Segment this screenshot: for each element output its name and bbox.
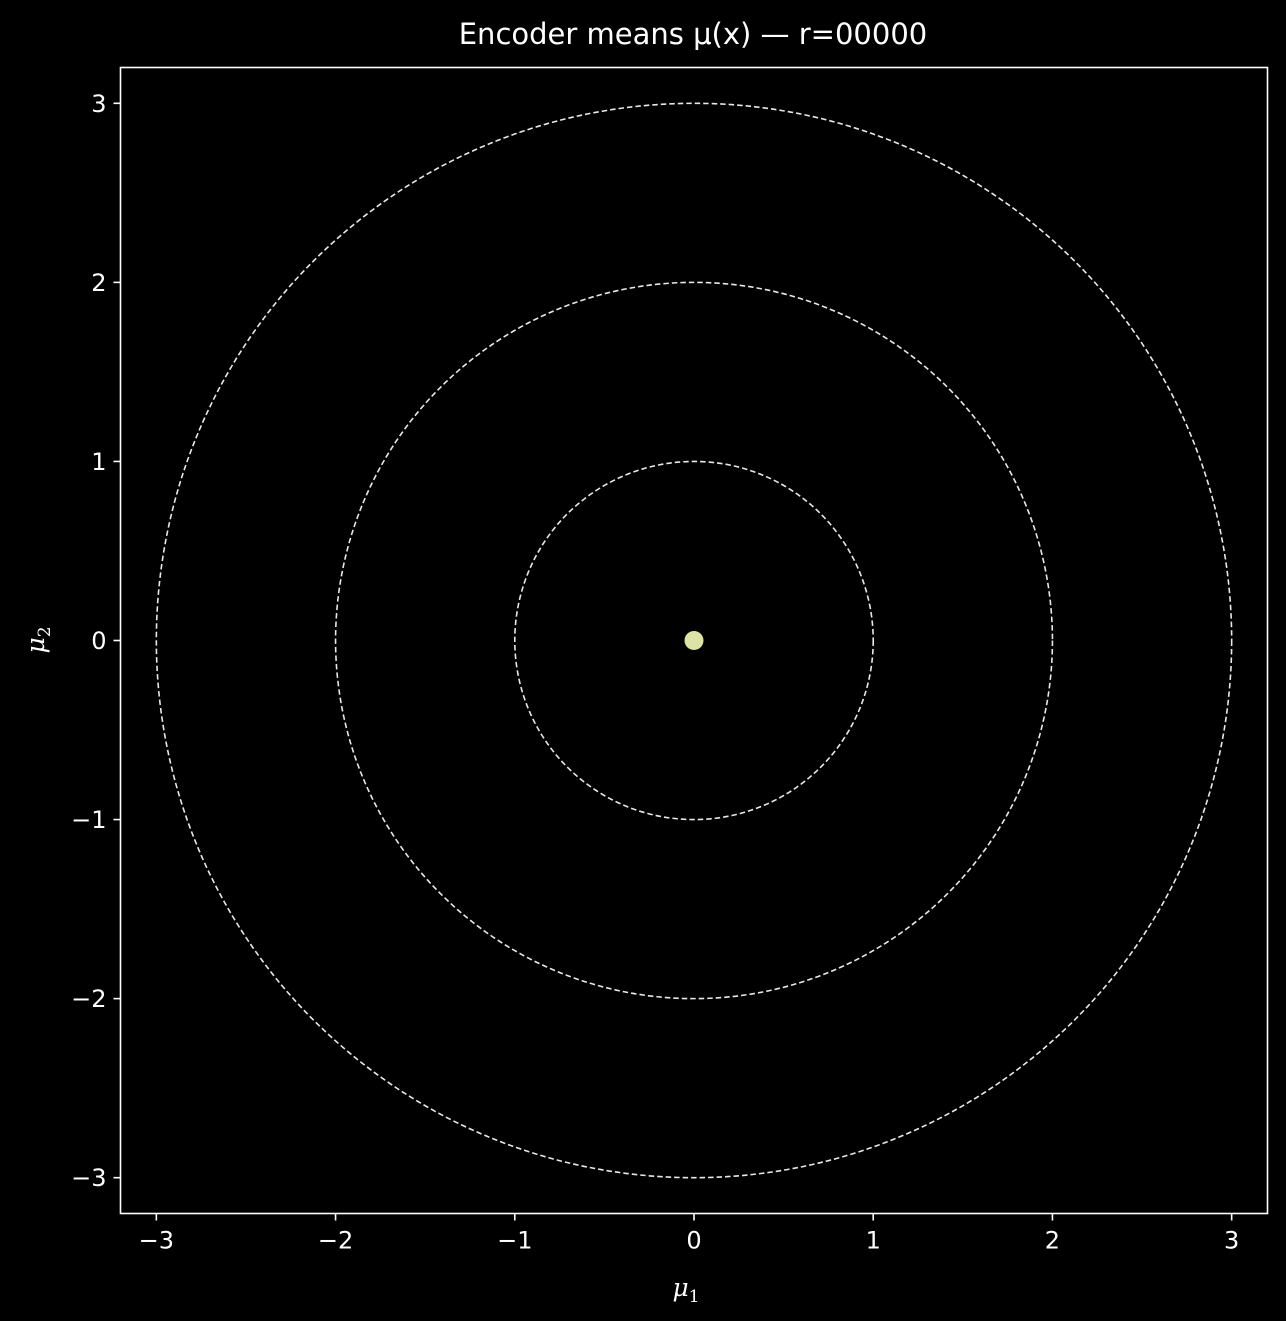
y-tick-label: 3 (91, 90, 106, 118)
x-tick-label: −1 (497, 1227, 532, 1255)
x-tick-label: 0 (686, 1227, 701, 1255)
y-tick-label: −1 (71, 806, 106, 834)
y-tick-label: −2 (71, 985, 106, 1013)
x-tick-label: 2 (1045, 1227, 1060, 1255)
y-axis-label-sub: 2 (35, 626, 55, 637)
y-axis-label-main: μ (21, 637, 50, 653)
y-tick-label: 2 (91, 269, 106, 297)
reference-circle-r1 (513, 460, 875, 821)
x-axis-label-main: μ (672, 1273, 688, 1302)
x-tick-label: −3 (139, 1227, 174, 1255)
data-points (684, 631, 704, 650)
reference-circle-r3 (155, 102, 1233, 1179)
y-tick-label: −3 (71, 1164, 106, 1192)
y-axis-label: μ2 (21, 626, 55, 653)
data-point (684, 631, 704, 650)
x-axis-ticks: −3 −2 −1 0 1 2 3 (139, 1213, 1239, 1255)
x-tick-label: −2 (318, 1227, 353, 1255)
x-tick-label: 3 (1224, 1227, 1239, 1255)
y-axis-ticks: −3 −2 −1 0 1 2 3 (71, 90, 121, 1192)
y-tick-label: 1 (91, 448, 106, 476)
x-axis-label-sub: 1 (689, 1287, 700, 1307)
y-tick-label: 0 (91, 627, 106, 655)
reference-circles (155, 102, 1233, 1179)
x-axis-label: μ1 (672, 1273, 699, 1307)
x-tick-label: 1 (866, 1227, 881, 1255)
reference-circle-r2 (334, 281, 1054, 1000)
chart-title: Encoder means μ(x) — r=00000 (459, 17, 928, 51)
